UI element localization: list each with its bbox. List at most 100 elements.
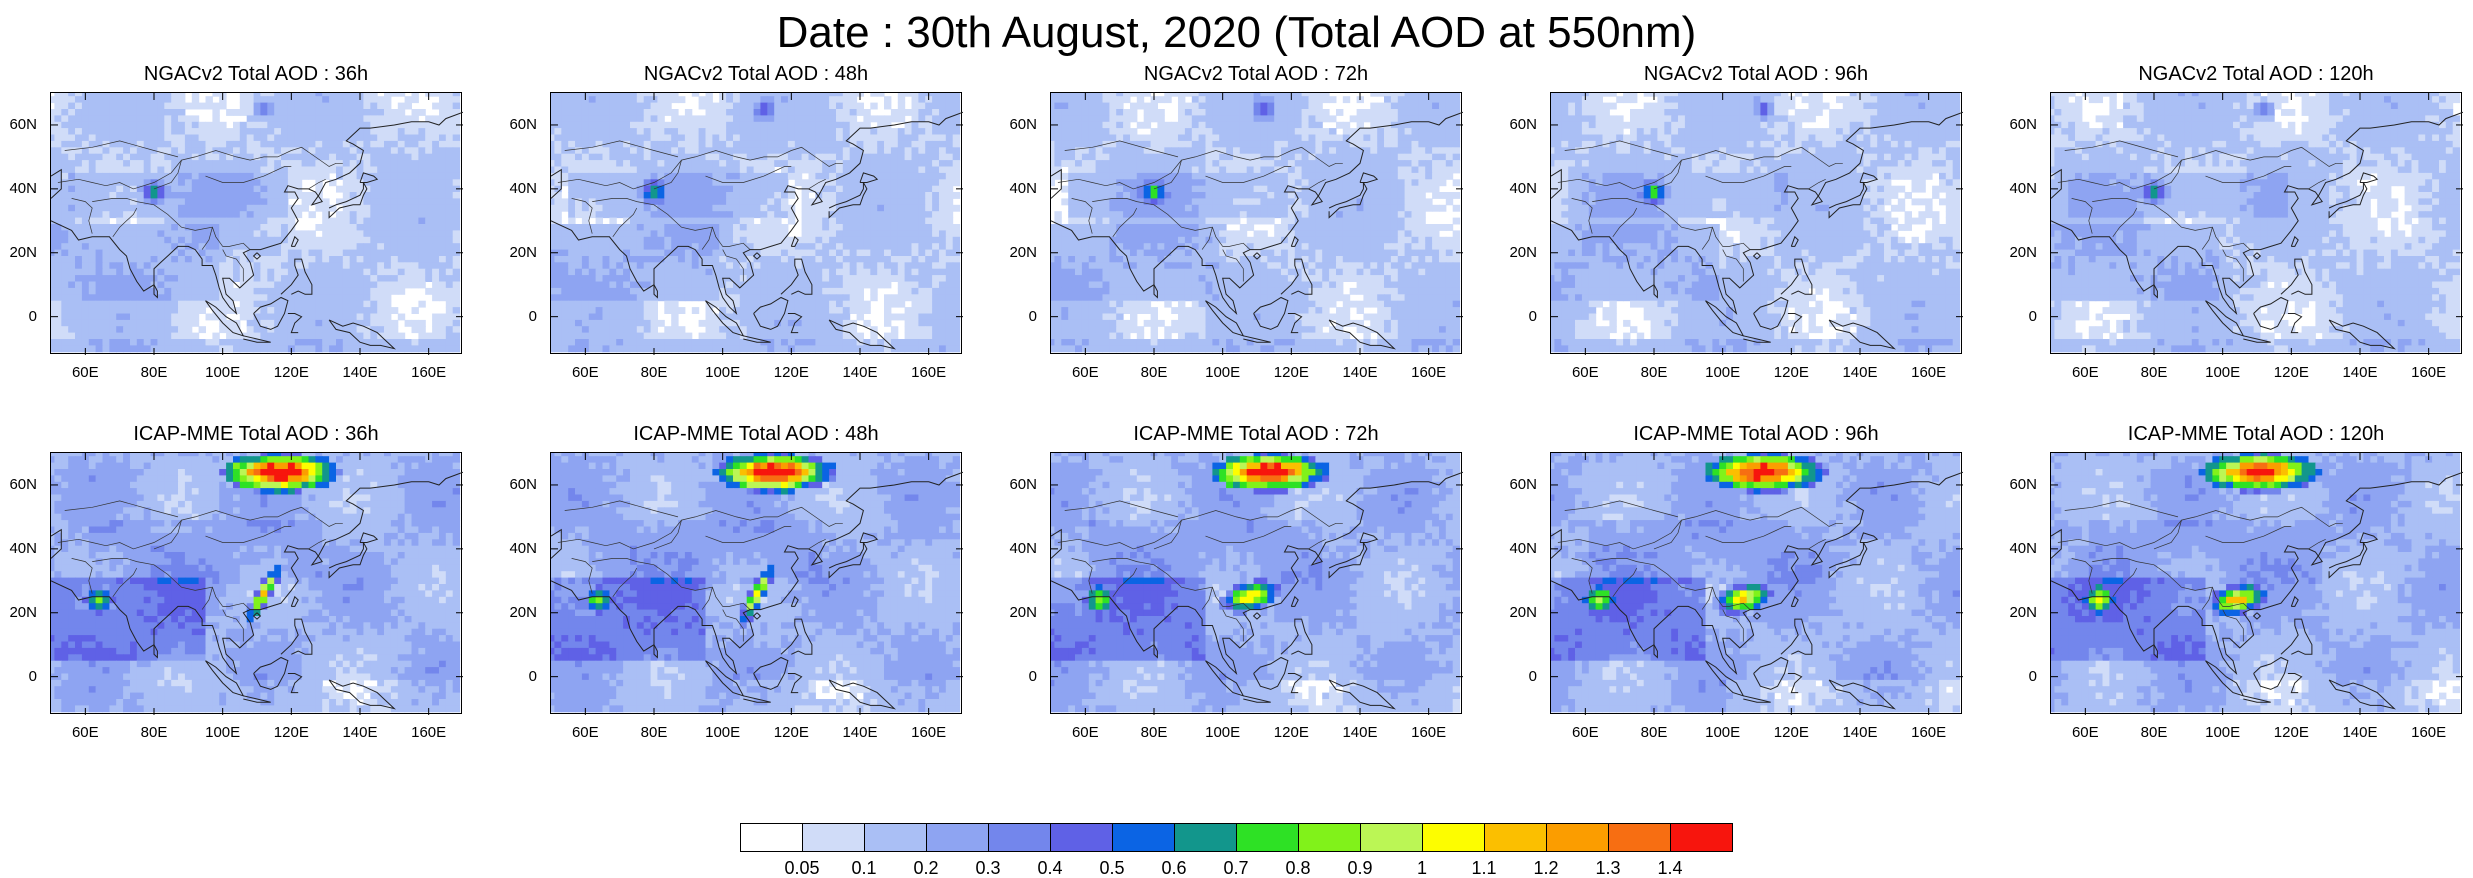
aod-cell — [412, 186, 419, 193]
aod-cell — [116, 160, 123, 167]
aod-cell — [822, 307, 829, 314]
aod-cell — [391, 288, 398, 295]
aod-cell — [219, 256, 226, 263]
aod-cell — [946, 275, 953, 282]
aod-cell — [795, 122, 802, 129]
aod-cell — [870, 282, 877, 289]
aod-cell — [609, 224, 616, 231]
aod-cell — [274, 333, 281, 340]
aod-cell — [912, 109, 919, 116]
aod-cell — [554, 345, 561, 352]
aod-cell — [357, 314, 364, 321]
aod-cell — [589, 160, 596, 167]
aod-cell — [405, 218, 412, 225]
aod-cell — [692, 345, 699, 352]
aod-cell — [760, 314, 767, 321]
aod-cell — [425, 135, 432, 142]
aod-cell — [192, 115, 199, 122]
aod-cell — [446, 314, 453, 321]
aod-cell — [357, 115, 364, 122]
aod-cell — [843, 262, 850, 269]
aod-cell — [267, 262, 274, 269]
aod-cell — [939, 320, 946, 327]
aod-cell — [82, 218, 89, 225]
aod-cell — [178, 339, 185, 346]
aod-cell — [802, 192, 809, 199]
aod-cell — [164, 333, 171, 340]
aod-cell — [891, 301, 898, 308]
aod-cell — [164, 122, 171, 129]
aod-cell — [274, 128, 281, 135]
lon-tick-label: 80E — [124, 365, 184, 381]
aod-cell — [384, 269, 391, 276]
aod-cell — [144, 333, 151, 340]
aod-cell — [795, 320, 802, 327]
aod-cell — [932, 275, 939, 282]
aod-cell — [363, 211, 370, 218]
aod-cell — [843, 288, 850, 295]
aod-cell — [699, 103, 706, 110]
aod-cell — [453, 294, 460, 301]
aod-cell — [116, 93, 123, 97]
aod-cell — [706, 96, 713, 103]
aod-cell — [898, 250, 905, 257]
aod-cell — [712, 218, 719, 225]
aod-cell — [89, 250, 96, 257]
aod-cell — [82, 339, 89, 346]
aod-cell — [446, 167, 453, 174]
aod-cell — [678, 282, 685, 289]
aod-cell — [603, 307, 610, 314]
aod-cell — [781, 345, 788, 352]
aod-cell — [226, 147, 233, 154]
aod-cell — [288, 167, 295, 174]
aod-cell — [898, 93, 905, 97]
aod-cell — [609, 307, 616, 314]
aod-cell — [905, 186, 912, 193]
aod-cell — [912, 93, 919, 97]
aod-cell — [630, 122, 637, 129]
aod-cell — [822, 147, 829, 154]
aod-cell — [123, 205, 130, 212]
aod-cell — [857, 205, 864, 212]
aod-cell — [836, 282, 843, 289]
aod-cell — [925, 339, 932, 346]
aod-cell — [623, 218, 630, 225]
aod-cell — [61, 269, 68, 276]
aod-cell — [453, 275, 460, 282]
aod-cell — [432, 179, 439, 186]
aod-cell — [1212, 109, 1219, 116]
aod-cell — [103, 243, 110, 250]
aod-cell — [432, 135, 439, 142]
aod-cell — [116, 256, 123, 263]
aod-cell — [884, 128, 891, 135]
aod-cell — [109, 96, 116, 103]
aod-cell — [870, 250, 877, 257]
aod-cell — [384, 218, 391, 225]
aod-cell — [274, 301, 281, 308]
aod-cell — [760, 230, 767, 237]
aod-cell — [898, 147, 905, 154]
aod-cell — [932, 230, 939, 237]
aod-cell — [898, 218, 905, 225]
aod-cell — [274, 275, 281, 282]
aod-cell — [178, 326, 185, 333]
aod-cell — [432, 160, 439, 167]
aod-cell — [815, 135, 822, 142]
aod-cell — [439, 269, 446, 276]
aod-cell — [925, 269, 932, 276]
aod-cell — [733, 109, 740, 116]
aod-cell — [815, 179, 822, 186]
aod-cell — [843, 167, 850, 174]
aod-cell — [568, 93, 575, 97]
aod-cell — [623, 115, 630, 122]
aod-cell — [603, 147, 610, 154]
aod-cell — [75, 154, 82, 161]
aod-cell — [932, 256, 939, 263]
aod-cell — [432, 198, 439, 205]
aod-cell — [363, 237, 370, 244]
aod-cell — [370, 198, 377, 205]
aod-cell — [719, 211, 726, 218]
aod-cell — [637, 167, 644, 174]
aod-cell — [616, 211, 623, 218]
aod-cell — [363, 294, 370, 301]
